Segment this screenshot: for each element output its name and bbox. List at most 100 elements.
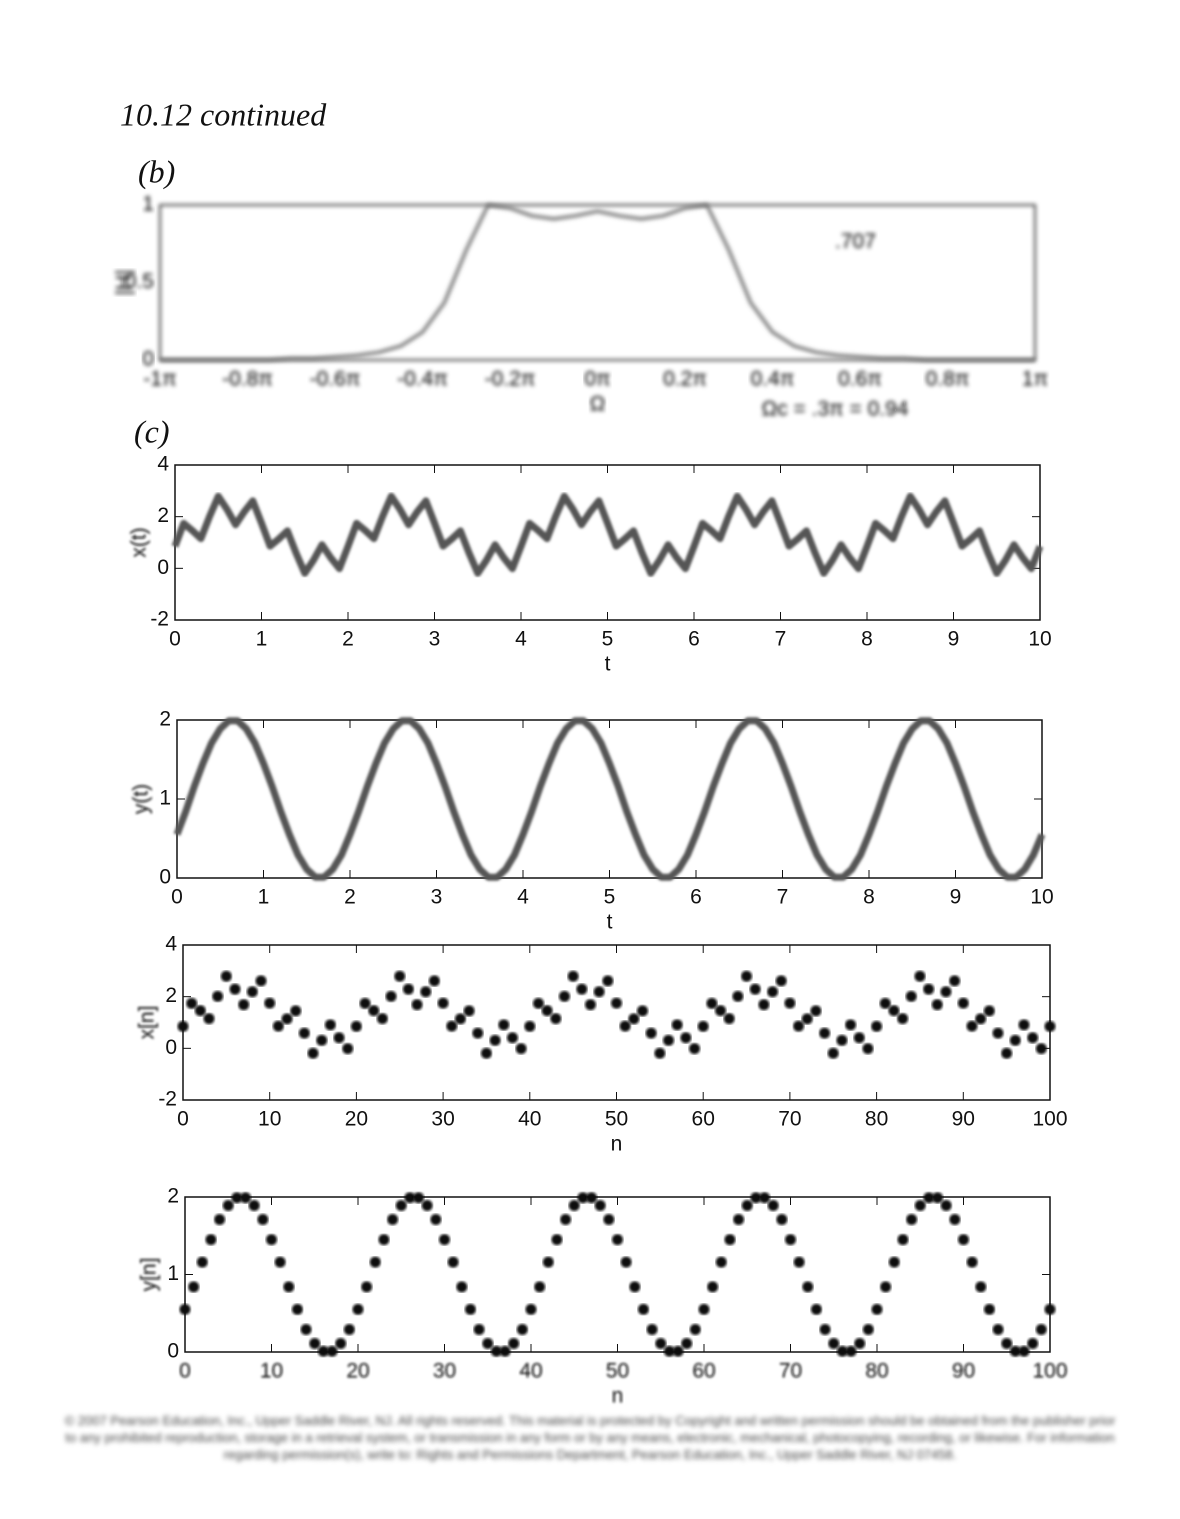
stem-point [767, 1200, 779, 1212]
stem-point [300, 1324, 312, 1336]
x-tick-label: 0.4π [751, 368, 795, 391]
stem-point [689, 1043, 701, 1055]
stem-point [654, 1047, 666, 1059]
stem-point [378, 1234, 390, 1246]
stem-point [560, 1213, 572, 1225]
stem-point [983, 1303, 995, 1315]
stem-point [637, 1005, 649, 1017]
stem-point [880, 1281, 892, 1293]
stem-point [785, 1234, 796, 1246]
stem-point [212, 990, 224, 1002]
stem-point [1027, 1032, 1039, 1044]
stem-point [810, 1005, 822, 1017]
part-label: (c) [134, 413, 170, 449]
plot-frame [174, 464, 1041, 621]
stem-point [819, 1324, 831, 1336]
stem-point [759, 1192, 771, 1204]
stem-point [749, 983, 761, 995]
stem-point [862, 1324, 874, 1336]
x-tick-label: 0.8π [926, 368, 970, 391]
stem-point [439, 1234, 450, 1246]
stem-point [248, 1200, 260, 1212]
stem-point [343, 1324, 355, 1336]
signal-line [173, 717, 1046, 881]
stem-point [672, 1345, 684, 1357]
stem-point [750, 1192, 762, 1204]
stem-point [402, 983, 414, 995]
stem-point [741, 1200, 753, 1212]
stem-point [376, 1013, 388, 1025]
x-tick-label: 2 [342, 628, 354, 651]
signal-line [171, 492, 1044, 577]
stem-point [515, 1043, 527, 1055]
stem-point [853, 1032, 865, 1044]
stem-point [309, 1337, 321, 1349]
stem-point [862, 1043, 874, 1055]
stem-point [246, 986, 258, 998]
stem-point [602, 975, 614, 987]
stem-point [966, 1020, 978, 1032]
x-tick-label: 10 [260, 1360, 283, 1383]
stem-point [715, 1256, 727, 1268]
stem-point [611, 997, 622, 1009]
y-tick-label: 0 [167, 1340, 179, 1363]
heading: 10.12 continued [120, 96, 327, 132]
stem-point [567, 970, 579, 982]
x-tick-label: 90 [952, 1360, 975, 1383]
stem-point [551, 1234, 563, 1246]
stem-point [437, 997, 449, 1009]
x-tick-label: 1 [258, 886, 270, 909]
stem-point [238, 999, 250, 1011]
stem-point [463, 1005, 475, 1017]
stem-point [845, 1019, 857, 1031]
stem-point [454, 1013, 466, 1025]
x-tick-label: 4 [517, 886, 529, 909]
stem-point [724, 1234, 736, 1246]
x-tick-label: 60 [692, 1108, 715, 1131]
stem-point [186, 997, 198, 1009]
stem-point [949, 1213, 961, 1225]
copyright-footer: © 2007 Pearson Education, Inc., Upper Sa… [64, 1413, 1116, 1462]
stem-point [196, 1256, 208, 1268]
stem-point [879, 997, 891, 1009]
stem-point [534, 1281, 546, 1293]
stem-point [420, 986, 432, 998]
stem-point [290, 1005, 302, 1017]
stem-point [498, 1019, 510, 1031]
x-axis-label: n [611, 1133, 623, 1156]
x-axis-label: n [612, 1385, 624, 1408]
stem-point [473, 1324, 485, 1336]
y-tick-label: 1 [142, 193, 154, 216]
stem-point [854, 1337, 866, 1349]
stem-point [949, 975, 961, 987]
stem-point [283, 1281, 295, 1293]
stem-point [767, 986, 779, 998]
stem-point [550, 1013, 562, 1025]
stem-point [620, 1256, 632, 1268]
stem-point [897, 1013, 909, 1025]
x-tick-label: 9 [950, 886, 962, 909]
stem-point [871, 1303, 883, 1315]
stem-point [1027, 1337, 1039, 1349]
stem-point [1009, 1034, 1021, 1046]
y-tick-label: 1 [159, 787, 171, 810]
stem-point [784, 997, 796, 1009]
stem-point [732, 990, 744, 1002]
x-tick-label: 100 [1032, 1360, 1067, 1383]
stem-point [914, 970, 926, 982]
stem-point [361, 1281, 373, 1293]
stem-point [1035, 1324, 1047, 1336]
x-tick-label: 50 [606, 1360, 629, 1383]
y-tick-label: -2 [158, 1088, 177, 1111]
stem-point [395, 1200, 407, 1212]
x-tick-label: -0.2π [485, 368, 536, 391]
x-tick-label: 60 [692, 1360, 715, 1383]
stem-point [352, 1303, 364, 1315]
stem-point [421, 1200, 433, 1212]
stem-point [480, 1047, 492, 1059]
stem-point [594, 1200, 606, 1212]
stem-point [291, 1303, 303, 1315]
stem-point [404, 1192, 416, 1204]
stem-point [958, 1234, 969, 1246]
